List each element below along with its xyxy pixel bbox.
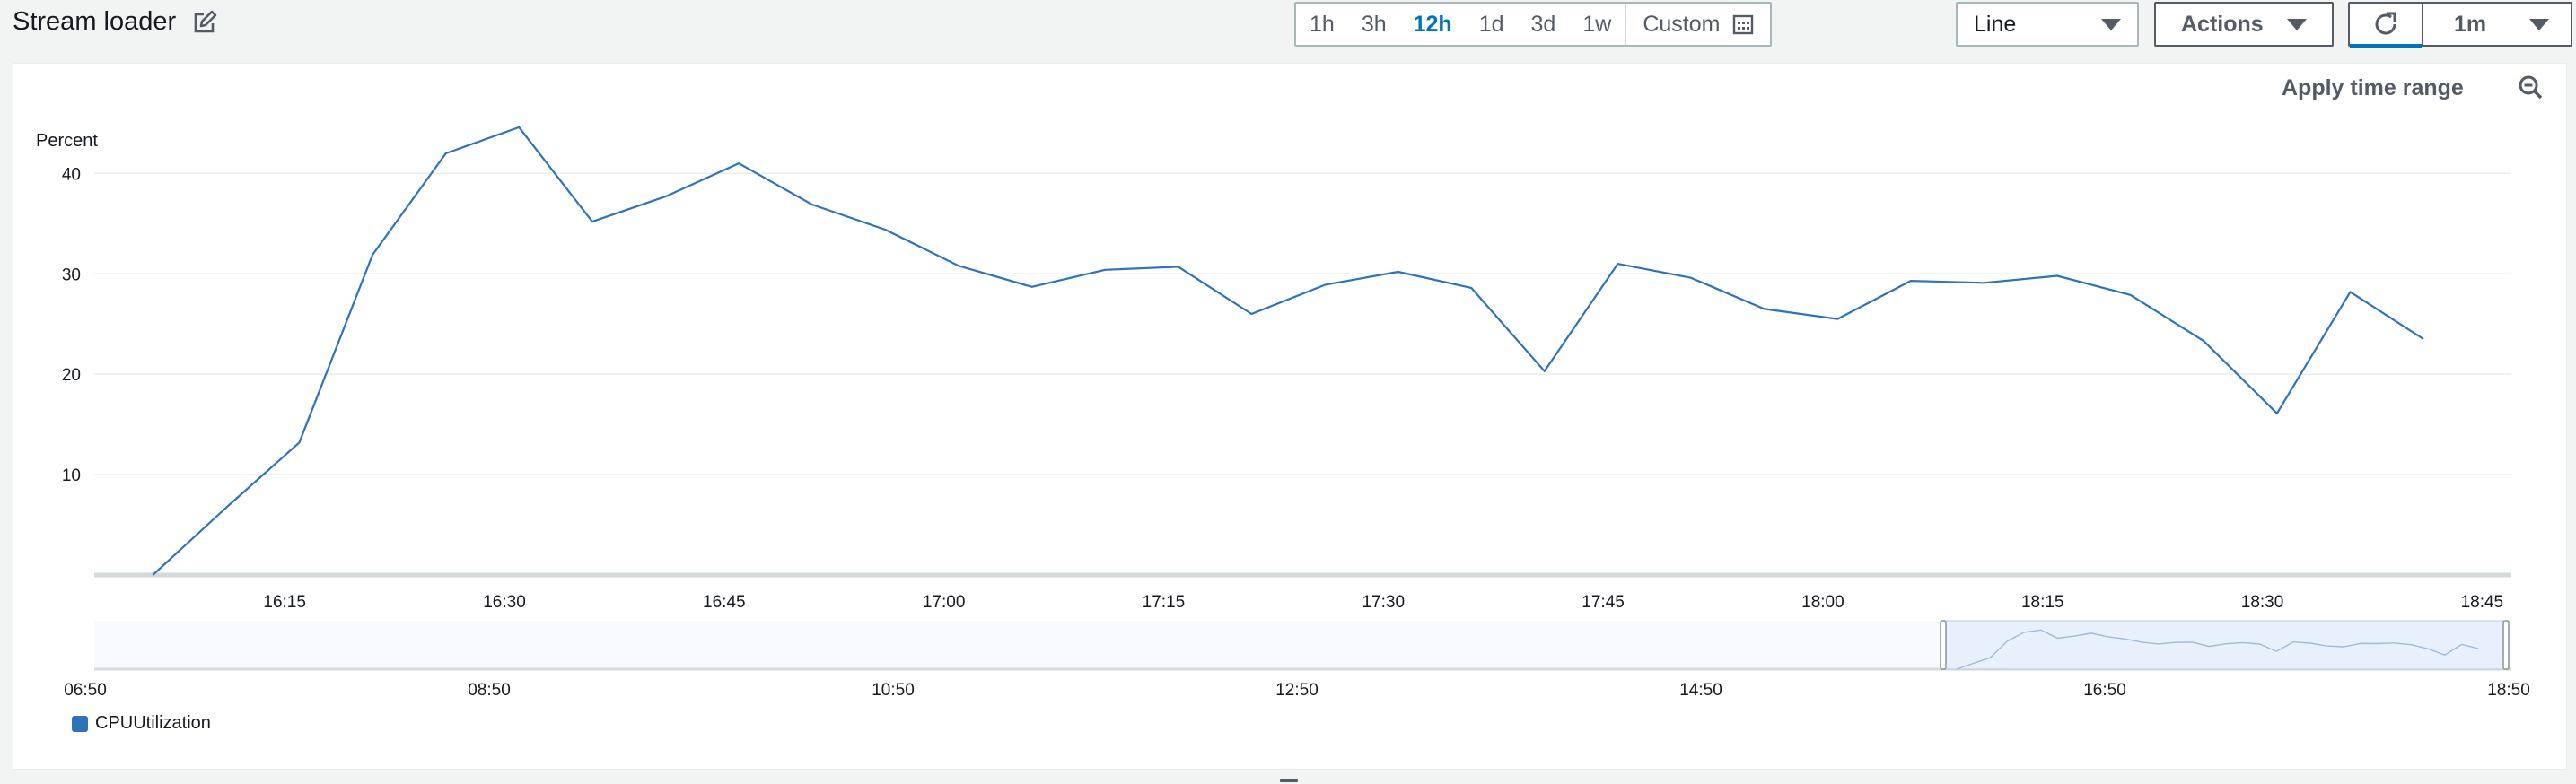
custom-range-label: Custom	[1643, 11, 1721, 37]
chart-type-value: Line	[1974, 11, 2017, 37]
refresh-interval-select[interactable]: 1m	[2423, 12, 2571, 38]
actions-label: Actions	[2181, 11, 2264, 37]
resize-handle[interactable]	[1280, 779, 1298, 782]
time-range-3h[interactable]: 3h	[1361, 11, 1387, 37]
time-range-1w[interactable]: 1w	[1582, 11, 1612, 37]
refresh-icon	[2375, 12, 2396, 35]
widget-title-group: Stream loader	[13, 7, 217, 37]
chart-type-select[interactable]: Line	[1956, 2, 2139, 47]
time-range-1h[interactable]: 1h	[1310, 11, 1335, 37]
time-range-1d[interactable]: 1d	[1478, 11, 1504, 37]
refresh-control: 1m	[2348, 2, 2572, 48]
caret-down-icon	[2101, 18, 2121, 30]
dashboard-header: Stream loader 1h 3h 12h 1d 3d 1w Custom	[0, 0, 2576, 63]
zoom-out-icon[interactable]	[2517, 74, 2544, 100]
legend-swatch[interactable]	[72, 715, 88, 732]
time-range-selector: 1h 3h 12h 1d 3d 1w Custom	[1294, 2, 1773, 47]
refresh-interval-value: 1m	[2454, 11, 2487, 37]
actions-button[interactable]: Actions	[2154, 2, 2334, 47]
time-range-12h[interactable]: 12h	[1413, 11, 1452, 37]
time-range-3d[interactable]: 3d	[1530, 11, 1556, 37]
caret-down-icon	[2287, 18, 2307, 30]
widget-title: Stream loader	[13, 7, 177, 36]
y-axis-label: Percent	[36, 131, 98, 151]
calendar-icon	[1733, 14, 1754, 35]
refresh-button[interactable]	[2350, 4, 2423, 48]
caret-down-icon	[2529, 18, 2549, 30]
edit-icon[interactable]	[192, 10, 217, 35]
chart-panel	[13, 63, 2567, 770]
custom-range-button[interactable]: Custom	[1626, 4, 1770, 45]
apply-time-range-link[interactable]: Apply time range	[2282, 75, 2464, 100]
legend-label: CPUUtilization	[95, 713, 211, 733]
legend: CPUUtilization	[72, 713, 211, 734]
divider	[1625, 4, 1627, 45]
